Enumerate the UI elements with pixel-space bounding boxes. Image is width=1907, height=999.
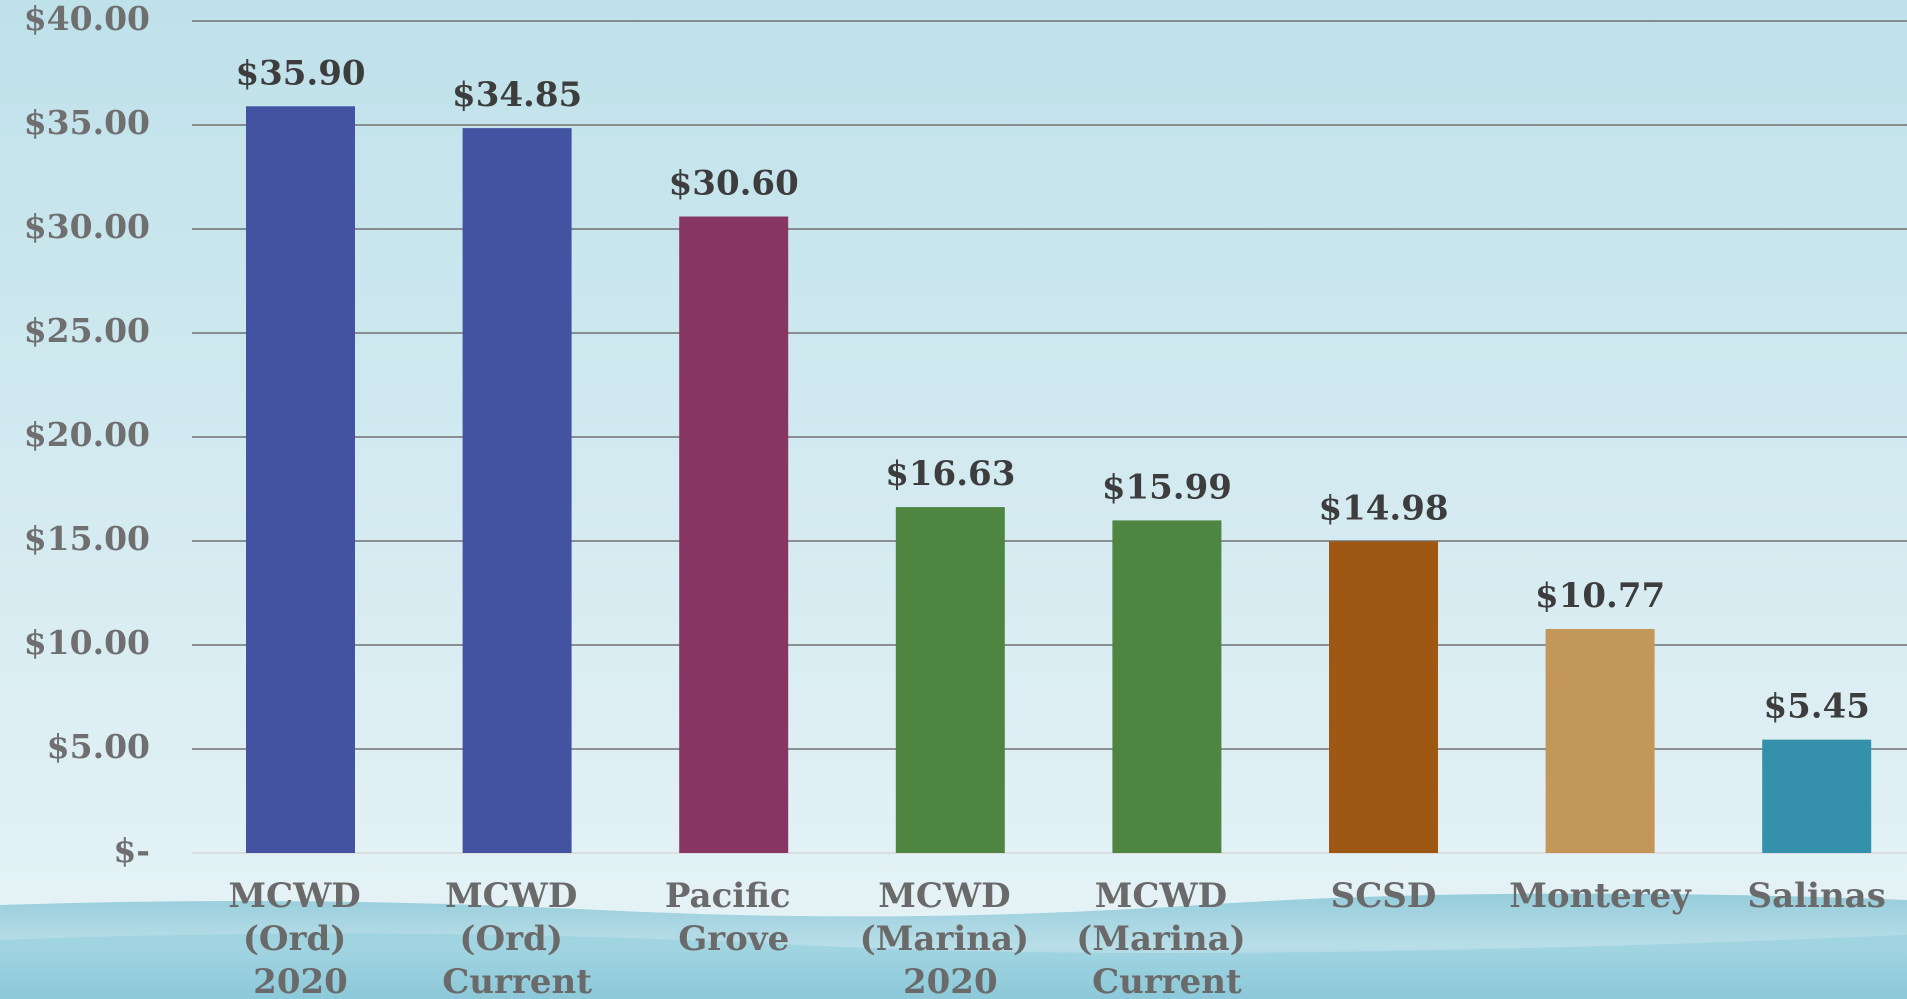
- bar: [679, 216, 789, 853]
- x-tick-label: MCWD (Marina) Current: [1076, 876, 1257, 999]
- bar: [1329, 541, 1438, 853]
- bars: [246, 106, 1872, 853]
- value-label: $34.85: [452, 75, 582, 115]
- sea-decoration: [0, 933, 1907, 999]
- bar: [246, 106, 355, 853]
- y-tick-label: $-: [113, 831, 150, 870]
- y-tick-label: $10.00: [24, 623, 150, 662]
- bar: [1545, 628, 1655, 853]
- y-tick-label: $15.00: [24, 519, 150, 558]
- value-label: $14.98: [1318, 488, 1448, 528]
- y-tick-label: $40.00: [24, 0, 150, 38]
- value-label: $5.45: [1763, 687, 1869, 727]
- y-tick-label: $30.00: [24, 207, 150, 246]
- value-label: $15.99: [1102, 467, 1232, 507]
- x-tick-label: MCWD (Marina) 2020: [860, 876, 1041, 999]
- y-tick-label: $35.00: [24, 103, 150, 142]
- value-label: $10.77: [1535, 576, 1665, 616]
- value-label: $16.63: [885, 454, 1015, 494]
- x-tick-label: Monterey: [1509, 876, 1692, 916]
- bar: [1112, 520, 1222, 853]
- bar: [1762, 739, 1872, 853]
- value-label: $30.60: [669, 164, 799, 204]
- y-tick-label: $25.00: [24, 311, 150, 350]
- x-tick-label: Pacific Grove: [665, 876, 803, 959]
- value-label: $35.90: [235, 53, 365, 93]
- x-tick-label: MCWD (Ord) Current: [442, 876, 592, 999]
- x-tick-label: MCWD (Ord) 2020: [228, 876, 372, 999]
- bar: [895, 507, 1005, 853]
- bar: [462, 128, 572, 853]
- x-tick-label: SCSD: [1331, 876, 1437, 916]
- y-tick-label: $20.00: [24, 415, 150, 454]
- y-tick-label: $5.00: [47, 727, 150, 766]
- labels: $- $5.00 $10.00 $15.00 $20.00 $25.00 $30.00 $35…: [24, 0, 1886, 999]
- x-tick-label: Salinas: [1748, 876, 1886, 916]
